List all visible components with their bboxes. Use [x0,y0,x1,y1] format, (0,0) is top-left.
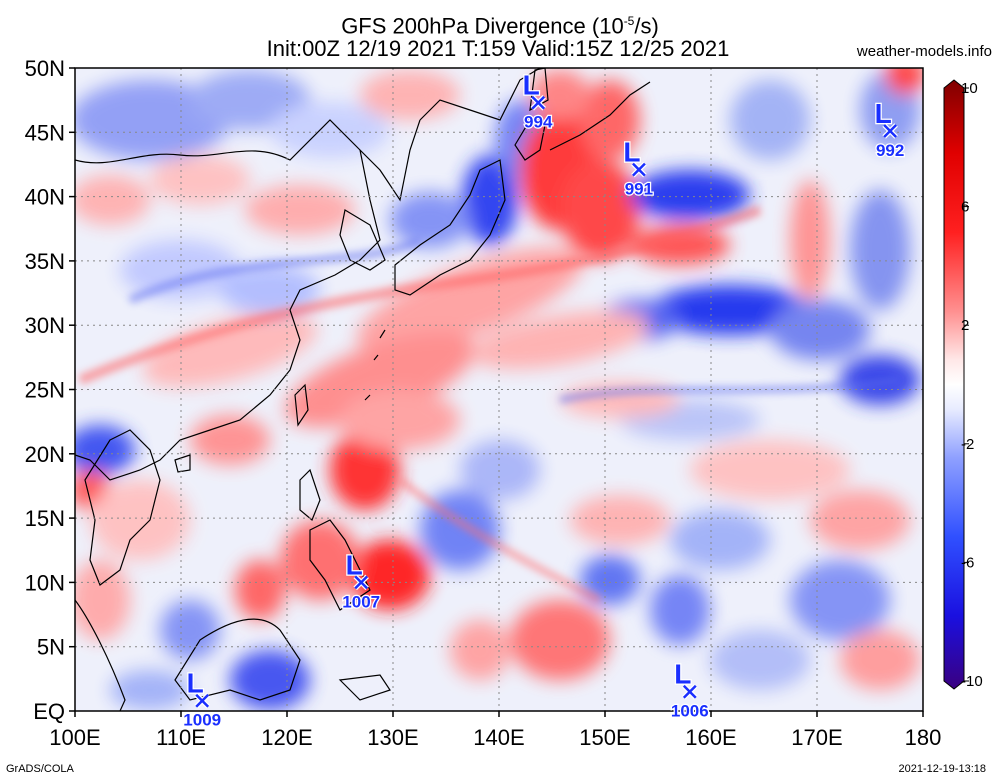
chart-title: GFS 200hPa Divergence (10-5/s) [0,8,1000,39]
grid-lines [75,68,923,711]
lon-label-130E: 130E [367,725,418,750]
low-pressure-label: 1009 [183,711,221,730]
low-pressure-label: 1006 [671,702,709,721]
lon-label-120E: 120E [261,725,312,750]
low-1006: L 1006 [670,657,710,722]
lat-label-15N: 15N [25,506,65,531]
latitude-labels: 50N 45N 40N 35N 30N 25N 20N 15N 10N 5N EQ [25,56,75,724]
lat-label-10N: 10N [25,570,65,595]
low-1007: L 1007 [341,548,381,613]
colorbar-label-6: 6 [961,199,969,216]
footer-timestamp: 2021-12-19-13:18 [898,763,986,775]
lat-label-20N: 20N [25,442,65,467]
low-symbol: L [187,668,204,699]
lat-label-30N: 30N [25,313,65,338]
longitude-labels: 100E 110E 120E 130E 140E 150E 160E 170E 180 [49,711,941,750]
colorbar-label--10: -10 [961,673,983,690]
low-symbol: L [674,659,691,690]
lon-label-170E: 170E [791,725,842,750]
low-pressure-label: 991 [625,180,653,199]
lon-label-140E: 140E [473,725,524,750]
title-line1-suffix: /s) [634,13,659,39]
lat-label-EQ: EQ [33,699,65,724]
low-pressure-markers: L 994 L 991 L 992 L 1007 L 1009 L 1006 [182,68,906,731]
colorbar-label-2: 2 [961,317,969,334]
title-exponent: -5 [623,14,635,28]
lat-label-25N: 25N [25,378,65,403]
title-line1-prefix: GFS 200hPa Divergence (10 [341,13,624,39]
site-credit: weather-models.info [856,43,992,60]
lat-label-50N: 50N [25,56,65,81]
colorbar-label-10: 10 [961,80,978,97]
divergence-field [75,68,923,711]
colorbar-label--2: -2 [961,436,974,453]
low-symbol: L [875,98,892,129]
low-symbol: L [623,137,640,168]
lat-label-40N: 40N [25,185,65,210]
coastlines [75,68,651,711]
low-symbol: L [523,70,540,101]
low-pressure-label: 992 [876,141,904,160]
low-pressure-label: 1007 [342,592,380,611]
colorbar-label--6: -6 [961,554,974,571]
lon-label-110E: 110E [156,725,206,750]
lat-label-35N: 35N [25,249,65,274]
low-994: L 994 [521,68,554,133]
chart-subtitle: Init:00Z 12/19 2021 T:159 Valid:15Z 12/2… [266,36,730,61]
footer-software: GrADS/COLA [6,763,74,775]
low-pressure-label: 994 [524,113,553,132]
low-1009: L 1009 [182,666,222,731]
low-991: L 991 [622,135,654,200]
low-symbol: L [346,549,363,580]
lon-label-160E: 160E [685,725,736,750]
lat-label-45N: 45N [25,120,65,145]
lat-label-5N: 5N [37,635,65,660]
lon-label-100E: 100E [49,725,100,750]
lon-label-150E: 150E [579,725,630,750]
lon-label-180: 180 [905,725,942,750]
colorbar: 10 6 2 -2 -6 -10 [943,79,983,690]
low-992: L 992 [873,97,905,162]
